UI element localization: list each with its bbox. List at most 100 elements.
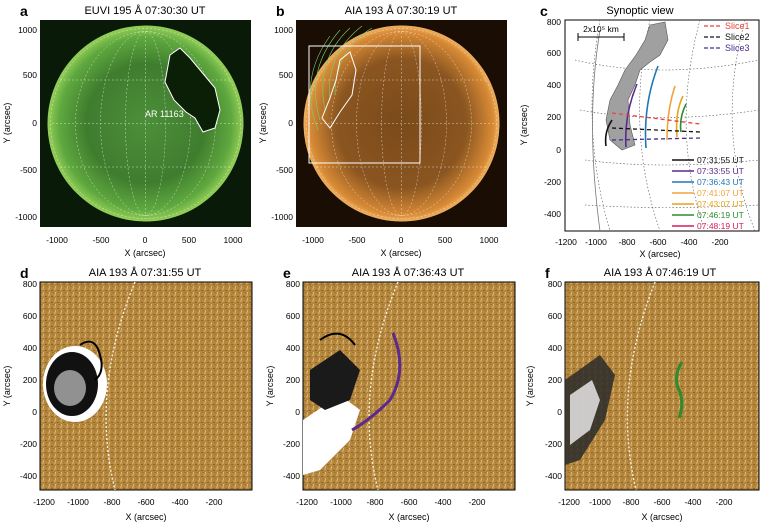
panel-e-xticks: -1200 -1000 -800 -600 -400 -200: [296, 497, 486, 507]
svg-text:0: 0: [32, 118, 37, 128]
panel-a: a EUVI 195 Å 07:30:30 UT AR 11163 X (arc…: [2, 3, 251, 258]
panel-f-title: AIA 193 Å 07:46:19 UT: [604, 266, 717, 279]
slice-lines: [611, 112, 701, 141]
svg-text:0: 0: [556, 145, 561, 155]
svg-text:-600: -600: [400, 497, 417, 507]
svg-text:-1000: -1000: [589, 497, 611, 507]
f-bright-ejecta: [570, 380, 600, 445]
panel-a-xticks: -1000 -500 0 500 1000: [46, 235, 243, 245]
panel-f-letter: f: [545, 265, 550, 281]
panel-d: d AIA 193 Å 07:31:55 UT X (arcsec) Y (ar…: [2, 265, 253, 522]
ar-label: AR 11163: [145, 109, 184, 119]
panel-b-xlabel: X (arcsec): [380, 248, 421, 258]
svg-text:200: 200: [23, 375, 37, 385]
svg-text:-200: -200: [544, 177, 561, 187]
svg-text:-1000: -1000: [67, 497, 89, 507]
svg-text:1000: 1000: [18, 25, 37, 35]
svg-text:-500: -500: [92, 235, 109, 245]
front-0736: [644, 65, 659, 149]
panel-b-title: AIA 193 Å 07:30:19 UT: [345, 4, 458, 17]
svg-text:400: 400: [286, 343, 300, 353]
svg-text:600: 600: [23, 311, 37, 321]
svg-text:800: 800: [548, 279, 562, 289]
svg-text:1000: 1000: [274, 25, 293, 35]
time-legend-4: 07:43:07 UT: [697, 199, 744, 209]
svg-text:-800: -800: [366, 497, 383, 507]
scalebar-label: 2x10⁵ km: [583, 24, 619, 34]
panel-f-xlabel: X (arcsec): [641, 512, 682, 522]
scalebar: 2x10⁵ km: [577, 24, 625, 41]
svg-text:500: 500: [279, 70, 293, 80]
time-legend-2: 07:36:43 UT: [697, 177, 744, 187]
e-loops: [319, 332, 356, 346]
e-bright-ejecta: [303, 395, 360, 475]
svg-text:-600: -600: [649, 237, 666, 247]
panel-c-yticks: 800 600 400 200 0 -200 -400: [544, 17, 561, 219]
svg-text:-1200: -1200: [296, 497, 318, 507]
svg-text:800: 800: [547, 17, 561, 27]
e-limb: [368, 281, 399, 491]
panel-f-ylabel: Y (arcsec): [525, 366, 535, 407]
svg-text:-600: -600: [137, 497, 154, 507]
svg-text:200: 200: [547, 112, 561, 122]
panel-c-xlabel: X (arcsec): [639, 249, 680, 259]
panel-b-ylabel: Y (arcsec): [258, 103, 268, 144]
svg-text:-600: -600: [653, 497, 670, 507]
svg-text:600: 600: [286, 311, 300, 321]
svg-text:-200: -200: [283, 439, 300, 449]
time-legend-5: 07:46:19 UT: [697, 210, 744, 220]
svg-text:500: 500: [438, 235, 452, 245]
svg-text:0: 0: [399, 235, 404, 245]
panel-b-xticks: -1000 -500 0 500 1000: [302, 235, 499, 245]
slice1-line: [611, 112, 701, 125]
svg-text:-200: -200: [715, 497, 732, 507]
svg-text:0: 0: [557, 407, 562, 417]
svg-text:1000: 1000: [480, 235, 499, 245]
svg-text:1000: 1000: [224, 235, 243, 245]
svg-text:500: 500: [23, 70, 37, 80]
f-front: [675, 361, 684, 419]
panel-d-xlabel: X (arcsec): [125, 512, 166, 522]
svg-text:-400: -400: [545, 471, 562, 481]
panel-e-title: AIA 193 Å 07:36:43 UT: [352, 266, 465, 279]
time-legend-0: 07:31:55 UT: [697, 155, 744, 165]
time-legend-1: 07:33:55 UT: [697, 166, 744, 176]
svg-text:0: 0: [143, 235, 148, 245]
panel-a-xlabel: X (arcsec): [124, 248, 165, 258]
panel-a-title: EUVI 195 Å 07:30:30 UT: [84, 4, 205, 17]
svg-text:-800: -800: [103, 497, 120, 507]
svg-text:200: 200: [548, 375, 562, 385]
slice1-label: Slice1: [725, 21, 750, 31]
panel-d-letter: d: [20, 265, 29, 281]
svg-text:-500: -500: [20, 165, 37, 175]
svg-text:0: 0: [288, 118, 293, 128]
d-dome-core: [54, 370, 86, 406]
panel-a-letter: a: [20, 3, 28, 19]
panel-a-yticks: 1000 500 0 -500 -1000: [15, 25, 37, 222]
panel-d-xticks: -1200 -1000 -800 -600 -400 -200: [33, 497, 223, 507]
svg-text:-1000: -1000: [302, 235, 324, 245]
slice3-label: Slice3: [725, 43, 750, 53]
svg-text:-1000: -1000: [271, 212, 293, 222]
svg-text:-400: -400: [680, 237, 697, 247]
time-legend-6: 07:48:19 UT: [697, 221, 744, 231]
front-0731: [604, 119, 613, 147]
e-front: [351, 332, 402, 432]
svg-text:600: 600: [548, 311, 562, 321]
svg-text:-1000: -1000: [46, 235, 68, 245]
svg-text:800: 800: [23, 279, 37, 289]
svg-text:600: 600: [547, 48, 561, 58]
svg-text:-200: -200: [468, 497, 485, 507]
panel-b-letter: b: [276, 3, 285, 19]
d-loops: [79, 340, 103, 381]
time-legend-3: 07:41:07 UT: [697, 188, 744, 198]
panel-b-grid: [306, 28, 497, 219]
panel-c-frame: [564, 19, 760, 232]
panel-e-letter: e: [283, 265, 291, 281]
f-limb: [626, 281, 656, 491]
panel-c-xticks: -1200 -1000 -800 -600 -400 -200: [555, 237, 729, 247]
panel-c: 2x10⁵ km Slice1 Slice2 Slice3 07:31:55 U…: [519, 3, 760, 259]
svg-text:-400: -400: [171, 497, 188, 507]
svg-text:-200: -200: [205, 497, 222, 507]
